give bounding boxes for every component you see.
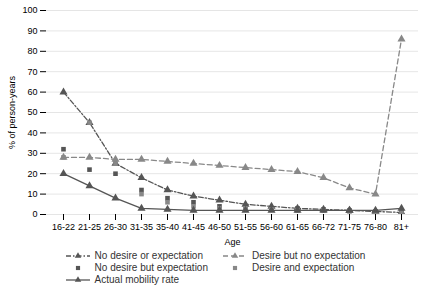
svg-text:71-75: 71-75 — [338, 222, 361, 232]
svg-text:31-35: 31-35 — [130, 222, 153, 232]
svg-text:81+: 81+ — [394, 222, 409, 232]
svg-text:60: 60 — [27, 87, 37, 97]
svg-text:70: 70 — [27, 67, 37, 77]
svg-text:% of person-years: % of person-years — [7, 75, 17, 149]
svg-text:76-80: 76-80 — [364, 222, 387, 232]
svg-text:26-30: 26-30 — [104, 222, 127, 232]
svg-text:0: 0 — [32, 209, 37, 219]
svg-text:16-22: 16-22 — [52, 222, 75, 232]
svg-text:66-72: 66-72 — [312, 222, 335, 232]
svg-text:41-45: 41-45 — [182, 222, 205, 232]
html-text:Desire and expectation: Desire and expectation — [252, 262, 355, 273]
html-text:No desire or expectation: No desire or expectation — [94, 250, 203, 261]
svg-text:50: 50 — [27, 107, 37, 117]
html-text:No desire but expectation: No desire but expectation — [94, 262, 208, 273]
svg-text:Age: Age — [224, 237, 240, 247]
svg-text:61-65: 61-65 — [286, 222, 309, 232]
svg-text:40: 40 — [27, 128, 37, 138]
svg-text:21-25: 21-25 — [78, 222, 101, 232]
svg-text:35-40: 35-40 — [156, 222, 179, 232]
html-text:Actual mobility rate: Actual mobility rate — [94, 274, 180, 285]
html-text:Desire but no expectation: Desire but no expectation — [252, 250, 366, 261]
svg-text:100: 100 — [22, 5, 37, 15]
svg-text:10: 10 — [27, 189, 37, 199]
svg-text:46-50: 46-50 — [208, 222, 231, 232]
svg-text:51-55: 51-55 — [234, 222, 257, 232]
svg-text:30: 30 — [27, 148, 37, 158]
svg-text:90: 90 — [27, 26, 37, 36]
svg-text:20: 20 — [27, 169, 37, 179]
svg-text:56-60: 56-60 — [260, 222, 283, 232]
svg-text:80: 80 — [27, 46, 37, 56]
